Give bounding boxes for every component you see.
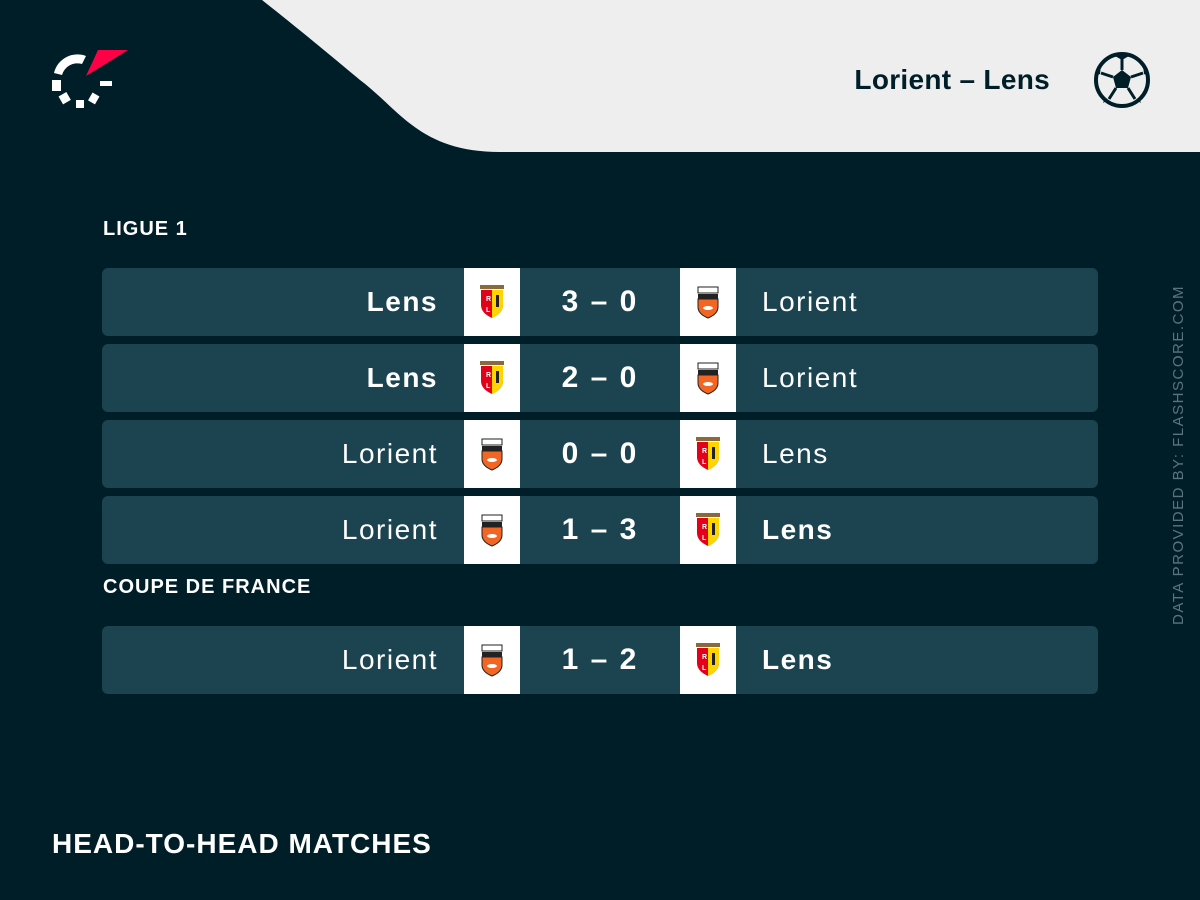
svg-text:R: R xyxy=(486,296,491,303)
away-team: Lens xyxy=(762,438,829,469)
competition-label: COUPE DE FRANCE xyxy=(103,576,312,598)
away-crest xyxy=(680,268,736,336)
score: 0 – 0 xyxy=(561,437,639,470)
home-crest xyxy=(464,626,520,694)
competition-label: LIGUE 1 xyxy=(103,218,188,240)
away-team: Lorient xyxy=(762,362,859,393)
svg-text:L: L xyxy=(702,459,707,466)
home-team: Lorient xyxy=(341,514,438,545)
svg-text:L: L xyxy=(486,383,491,390)
away-team: Lorient xyxy=(762,286,859,317)
score: 1 – 3 xyxy=(561,513,639,546)
home-team: Lorient xyxy=(341,644,438,675)
lorient-crest-icon xyxy=(481,514,503,547)
lens-crest-icon: RL xyxy=(480,361,504,394)
lens-crest-icon: RL xyxy=(480,285,504,318)
away-crest xyxy=(680,344,736,412)
header-background xyxy=(262,0,1200,152)
home-team: Lens xyxy=(366,286,438,317)
footer-title: HEAD-TO-HEAD MATCHES xyxy=(52,828,432,859)
away-team: Lens xyxy=(762,514,834,545)
score: 3 – 0 xyxy=(561,285,639,318)
home-team: Lens xyxy=(366,362,438,393)
lorient-crest-icon xyxy=(481,644,503,677)
score: 1 – 2 xyxy=(561,643,639,676)
home-team: Lorient xyxy=(341,438,438,469)
svg-text:L: L xyxy=(702,535,707,542)
football-icon xyxy=(1094,52,1150,108)
svg-text:L: L xyxy=(486,307,491,314)
lorient-crest-icon xyxy=(481,438,503,471)
match-title: Lorient – Lens xyxy=(854,64,1050,95)
away-team: Lens xyxy=(762,644,834,675)
lorient-crest-icon xyxy=(697,286,719,319)
svg-text:R: R xyxy=(486,372,491,379)
svg-text:L: L xyxy=(702,665,707,672)
home-crest xyxy=(464,496,520,564)
data-credit: DATA PROVIDED BY: FLASHSCORE.COM xyxy=(1170,284,1187,625)
lens-crest-icon: RL xyxy=(696,437,720,470)
lens-crest-icon: RL xyxy=(696,513,720,546)
score: 2 – 0 xyxy=(561,361,639,394)
svg-text:R: R xyxy=(702,654,707,661)
svg-text:R: R xyxy=(702,448,707,455)
lorient-crest-icon xyxy=(697,362,719,395)
home-crest xyxy=(464,420,520,488)
flashscore-logo xyxy=(52,50,128,108)
svg-text:R: R xyxy=(702,524,707,531)
lens-crest-icon: RL xyxy=(696,643,720,676)
